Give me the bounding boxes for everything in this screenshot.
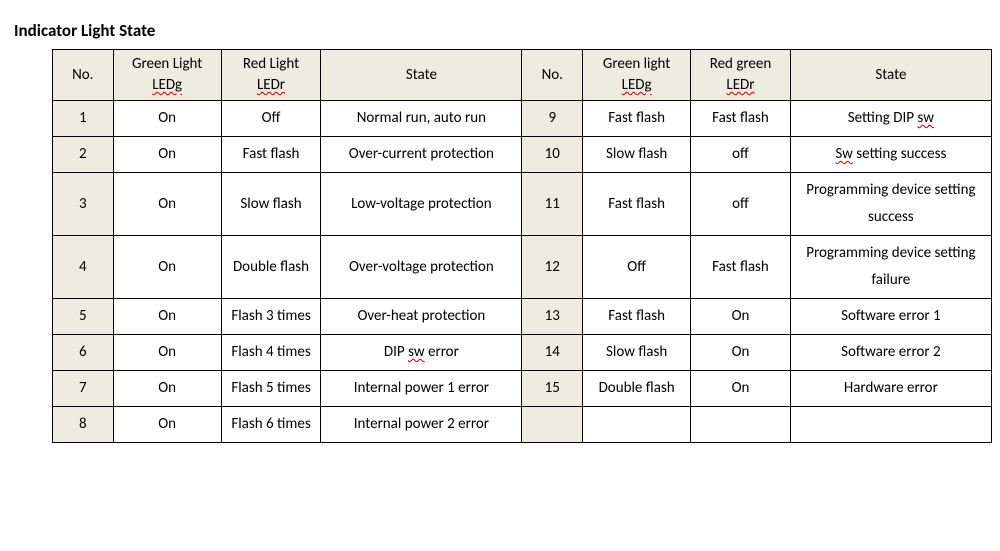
- cell-state: Over-voltage protection: [321, 236, 522, 299]
- cell-green: On: [113, 371, 221, 407]
- cell-no: 15: [522, 371, 583, 407]
- cell-red: On: [691, 299, 791, 335]
- cell-green: Double flash: [583, 371, 691, 407]
- cell-green: On: [113, 173, 221, 236]
- cell-red: Fast flash: [691, 236, 791, 299]
- table-row: 7OnFlash 5 timesInternal power 1 error15…: [53, 371, 992, 407]
- cell-no: 3: [53, 173, 114, 236]
- cell-no: 5: [53, 299, 114, 335]
- table-body: 1OnOffNormal run, auto run9Fast flashFas…: [53, 101, 992, 443]
- table-header-row: No. Green Light LEDg Red Light LEDr Stat…: [53, 50, 992, 101]
- cell-red: On: [691, 371, 791, 407]
- cell-green: [583, 407, 691, 443]
- cell-no: 10: [522, 137, 583, 173]
- cell-state: Normal run, auto run: [321, 101, 522, 137]
- table-row: 4OnDouble flashOver-voltage protection12…: [53, 236, 992, 299]
- cell-state: Internal power 2 error: [321, 407, 522, 443]
- cell-no: 2: [53, 137, 114, 173]
- cell-red: Flash 4 times: [221, 335, 321, 371]
- cell-red: off: [691, 137, 791, 173]
- cell-green: Fast flash: [583, 299, 691, 335]
- page-title: Indicator Light State: [14, 20, 990, 41]
- cell-state: Internal power 1 error: [321, 371, 522, 407]
- table-row: 1OnOffNormal run, auto run9Fast flashFas…: [53, 101, 992, 137]
- cell-red: On: [691, 335, 791, 371]
- table-row: 8OnFlash 6 timesInternal power 2 error: [53, 407, 992, 443]
- col-header-red-sub: LEDr: [224, 75, 319, 96]
- cell-no: 8: [53, 407, 114, 443]
- col-header-green-2: Green light LEDg: [583, 50, 691, 101]
- col-header-green-sub: LEDg: [116, 75, 219, 96]
- cell-green: On: [113, 407, 221, 443]
- col-header-green2-sub: LEDg: [585, 75, 688, 96]
- cell-green: On: [113, 299, 221, 335]
- col-header-state-2: State: [790, 50, 991, 101]
- cell-state: [790, 407, 991, 443]
- cell-red: Slow flash: [221, 173, 321, 236]
- cell-red: Fast flash: [691, 101, 791, 137]
- indicator-state-table: No. Green Light LEDg Red Light LEDr Stat…: [52, 49, 992, 443]
- cell-red: off: [691, 173, 791, 236]
- cell-no: 9: [522, 101, 583, 137]
- cell-no: 6: [53, 335, 114, 371]
- cell-red: Flash 3 times: [221, 299, 321, 335]
- cell-state: Programming device setting failure: [790, 236, 991, 299]
- cell-state: Software error 1: [790, 299, 991, 335]
- col-header-state: State: [321, 50, 522, 101]
- cell-green: On: [113, 101, 221, 137]
- cell-no: [522, 407, 583, 443]
- col-header-green2-label: Green light: [585, 54, 688, 75]
- cell-green: On: [113, 236, 221, 299]
- col-header-green-label: Green Light: [116, 54, 219, 75]
- cell-state: Setting DIP sw: [790, 101, 991, 137]
- col-header-green: Green Light LEDg: [113, 50, 221, 101]
- cell-red: Off: [221, 101, 321, 137]
- col-header-red2-sub: LEDr: [693, 75, 788, 96]
- cell-state: Over-heat protection: [321, 299, 522, 335]
- cell-red: Fast flash: [221, 137, 321, 173]
- cell-no: 13: [522, 299, 583, 335]
- cell-state: Programming device setting success: [790, 173, 991, 236]
- cell-green: On: [113, 137, 221, 173]
- cell-state: Software error 2: [790, 335, 991, 371]
- cell-red: Flash 6 times: [221, 407, 321, 443]
- table-row: 6OnFlash 4 timesDIP sw error14Slow flash…: [53, 335, 992, 371]
- cell-state: Low-voltage protection: [321, 173, 522, 236]
- table-row: 3OnSlow flashLow-voltage protection11Fas…: [53, 173, 992, 236]
- col-header-red-2: Red green LEDr: [691, 50, 791, 101]
- cell-state: Over-current protection: [321, 137, 522, 173]
- cell-red: [691, 407, 791, 443]
- table-row: 5OnFlash 3 timesOver-heat protection13Fa…: [53, 299, 992, 335]
- cell-no: 7: [53, 371, 114, 407]
- cell-green: Slow flash: [583, 335, 691, 371]
- cell-state: Sw setting success: [790, 137, 991, 173]
- cell-red: Double flash: [221, 236, 321, 299]
- cell-state: Hardware error: [790, 371, 991, 407]
- cell-state: DIP sw error: [321, 335, 522, 371]
- cell-green: Off: [583, 236, 691, 299]
- cell-no: 11: [522, 173, 583, 236]
- col-header-no-2: No.: [522, 50, 583, 101]
- table-row: 2OnFast flashOver-current protection10Sl…: [53, 137, 992, 173]
- cell-green: Fast flash: [583, 101, 691, 137]
- cell-no: 12: [522, 236, 583, 299]
- col-header-red-label: Red Light: [224, 54, 319, 75]
- col-header-red2-label: Red green: [693, 54, 788, 75]
- cell-green: Fast flash: [583, 173, 691, 236]
- cell-green: On: [113, 335, 221, 371]
- cell-green: Slow flash: [583, 137, 691, 173]
- col-header-red: Red Light LEDr: [221, 50, 321, 101]
- col-header-no: No.: [53, 50, 114, 101]
- cell-no: 1: [53, 101, 114, 137]
- cell-no: 14: [522, 335, 583, 371]
- cell-no: 4: [53, 236, 114, 299]
- cell-red: Flash 5 times: [221, 371, 321, 407]
